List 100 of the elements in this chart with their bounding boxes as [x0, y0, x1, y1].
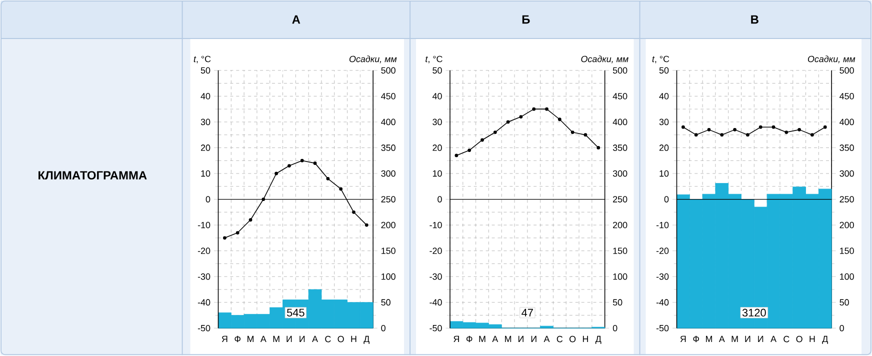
point [596, 146, 600, 150]
y2-tick-label: 200 [840, 222, 854, 228]
y-axis-title: t, °C [652, 56, 670, 64]
y2-tick-label: 200 [381, 222, 396, 228]
y2-tick-label: 300 [840, 170, 854, 177]
y2-tick-label: 0 [840, 325, 844, 332]
y-tick-label: 30 [432, 118, 442, 126]
point [532, 108, 536, 111]
point [300, 159, 304, 163]
y-tick-label: -10 [656, 222, 669, 228]
y-tick-label: 40 [432, 93, 442, 100]
x-tick-label: Д [822, 336, 828, 344]
y2-tick-label: 250 [381, 196, 396, 203]
y-tick-label: 20 [200, 144, 210, 152]
x-tick-label: М [248, 336, 254, 342]
y2-tick-label: 450 [381, 93, 396, 100]
x-tick-label: Я [680, 336, 686, 342]
annotation: 47 [522, 309, 533, 317]
point [262, 198, 266, 202]
y2-tick-label: 400 [612, 118, 628, 126]
x-tick-label: А [312, 336, 318, 342]
point [274, 172, 278, 176]
x-tick-label: М [706, 336, 712, 342]
y2-tick-label: 200 [613, 222, 628, 228]
y-tick-label: 10 [201, 170, 210, 177]
y-tick-label: -30 [656, 274, 669, 280]
y-tick-label: 20 [432, 144, 442, 152]
y-axis-title: t, °C [426, 56, 442, 64]
y2-tick-label: 100 [840, 274, 854, 280]
y2-tick-label: 250 [840, 196, 854, 203]
y2-tick-label: 100 [613, 274, 628, 280]
y2-tick-label: 50 [840, 299, 849, 306]
point [545, 108, 548, 111]
y2-tick-label: 400 [840, 118, 854, 126]
y2-tick-label: 500 [840, 67, 854, 74]
x-tick-label: Ф [234, 336, 240, 342]
point [352, 210, 356, 214]
x-tick-label: И [531, 336, 536, 342]
y-tick-label: 30 [200, 118, 210, 126]
point [519, 115, 523, 119]
y-tick-label: -40 [656, 299, 669, 306]
y-tick-label: 10 [432, 170, 442, 177]
y2-axis-title: Осадки, мм [349, 56, 397, 64]
y-tick-label: 0 [206, 196, 210, 203]
x-tick-label: А [544, 336, 550, 342]
x-tick-label: Н [810, 336, 815, 342]
x-tick-label: О [338, 336, 344, 342]
y2-tick-label: 500 [612, 67, 628, 74]
y2-tick-label: 50 [381, 299, 390, 306]
x-tick-label: О [796, 336, 802, 342]
x-tick-label: Ф [466, 336, 472, 342]
text: КЛИМАТОГРАММА [38, 171, 147, 180]
x-tick-label: Ф [693, 336, 699, 342]
x-tick-label: М [479, 336, 486, 342]
point [570, 130, 574, 134]
y2-tick-label: 250 [613, 196, 628, 203]
chart-title: Б [522, 16, 530, 24]
y2-tick-label: 150 [840, 248, 854, 254]
y-tick-label: 0 [438, 196, 442, 203]
y2-tick-label: 0 [381, 325, 386, 332]
y-tick-label: -30 [430, 274, 442, 280]
y-tick-label: 30 [659, 118, 669, 126]
point [326, 177, 330, 181]
point [236, 231, 240, 235]
x-tick-label: С [325, 336, 331, 342]
y2-tick-label: 350 [840, 144, 854, 152]
y-tick-label: -10 [430, 222, 442, 228]
point [558, 118, 562, 122]
x-tick-label: Н [582, 336, 588, 342]
y2-tick-label: 50 [612, 299, 622, 306]
y-tick-label: -10 [198, 222, 210, 228]
y-tick-label: -50 [430, 325, 442, 332]
x-tick-label: А [770, 336, 776, 342]
x-tick-label: И [286, 336, 292, 342]
y-tick-label: -40 [198, 299, 210, 306]
x-tick-label: М [505, 336, 512, 342]
point [584, 133, 588, 137]
x-tick-label: И [758, 336, 764, 342]
y2-tick-label: 450 [840, 93, 854, 100]
x-tick-label: А [492, 336, 498, 342]
chart-title: А [292, 16, 300, 24]
y-tick-label: -20 [430, 248, 442, 254]
point [364, 224, 368, 227]
y-tick-label: 10 [660, 170, 669, 177]
point [339, 187, 343, 191]
x-tick-label: М [273, 336, 280, 342]
y-tick-label: 40 [659, 93, 669, 100]
x-tick-label: Я [454, 336, 459, 342]
y2-axis-title: Осадки, мм [581, 56, 628, 64]
x-tick-label: О [570, 336, 576, 342]
y-tick-label: 0 [664, 196, 669, 203]
annotation: 3120 [742, 309, 766, 317]
point [288, 164, 291, 168]
y2-tick-label: 350 [612, 144, 628, 152]
point [313, 162, 317, 166]
x-tick-label: Д [364, 336, 370, 344]
x-tick-label: И [300, 336, 305, 342]
y2-tick-label: 150 [613, 248, 628, 254]
y2-tick-label: 300 [612, 170, 628, 177]
y-tick-label: 50 [200, 67, 210, 74]
